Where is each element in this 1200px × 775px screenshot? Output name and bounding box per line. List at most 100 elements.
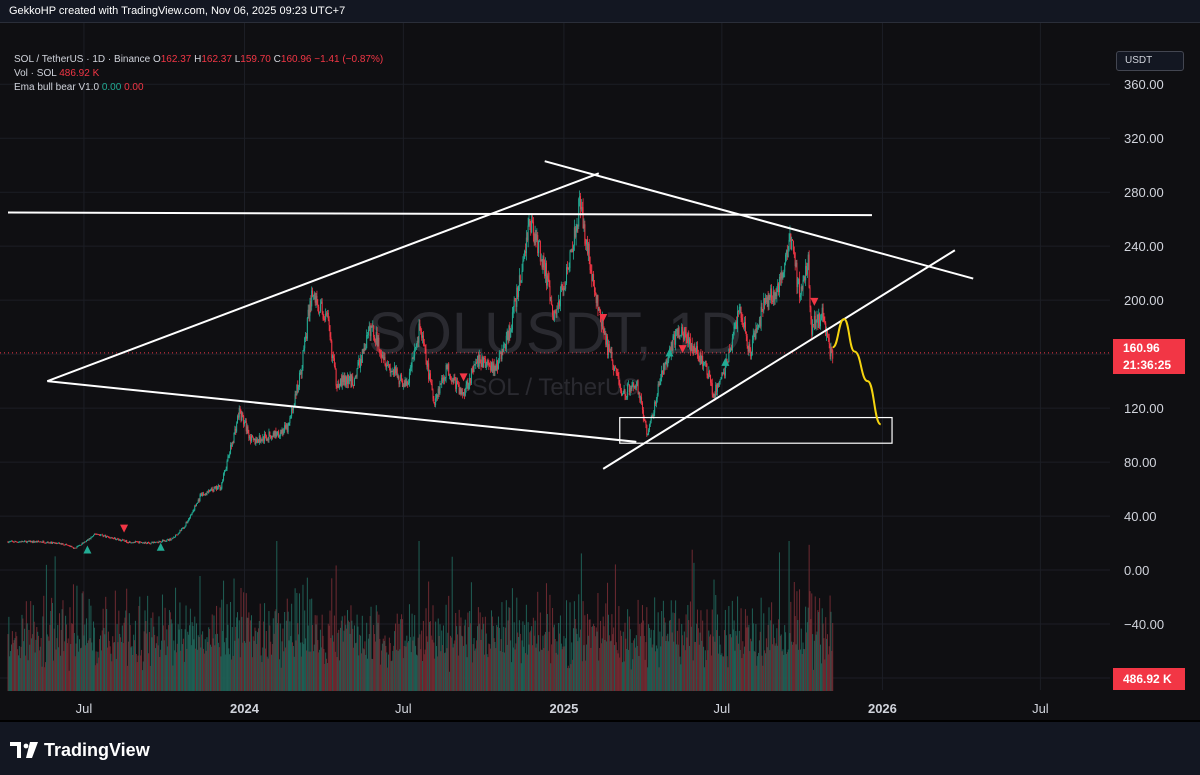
candle-body [473, 364, 475, 373]
candle-body [24, 540, 26, 542]
legend-indicator-value-1: 0.00 [101, 82, 122, 93]
legend-indicator-label[interactable]: Ema bull bear V1.0 [14, 82, 100, 93]
volume-bar [605, 603, 607, 691]
volume-bar [507, 620, 509, 691]
candle-body [169, 538, 171, 541]
candle-body [278, 436, 280, 438]
volume-bar [697, 628, 699, 691]
candle-body [785, 250, 787, 255]
candle-body [307, 309, 309, 318]
time-axis-tick-label: Jul [714, 701, 731, 716]
candle-body [93, 534, 95, 537]
volume-bar [410, 652, 412, 691]
candle-body [826, 330, 828, 336]
legend-close-label: C [273, 54, 281, 65]
volume-bar [269, 625, 271, 691]
candle-body [138, 541, 140, 544]
chart-area[interactable]: SOLUSDT, 1D SOL / TetherUS 360.00 320.00 2… [0, 23, 1200, 720]
candle-body [120, 539, 122, 541]
candle-body [152, 541, 154, 544]
candle-body [612, 360, 614, 365]
candle-body [309, 300, 311, 316]
candle-body [579, 196, 581, 210]
candle-body [90, 537, 92, 539]
candle-body [228, 455, 230, 457]
volume-bar [707, 650, 709, 691]
volume-bar [251, 657, 253, 691]
volume-bar [90, 605, 92, 691]
volume-bar [483, 623, 485, 691]
volume-bar [218, 647, 220, 691]
volume-bar [389, 643, 391, 691]
time-axis[interactable]: Jul 2024 Jul 2025 Jul 2026 Jul [76, 701, 1049, 716]
candle-body [324, 319, 326, 320]
candle-body [310, 300, 312, 307]
volume-bar [222, 630, 224, 691]
volume-bar [823, 638, 825, 691]
volume-bar [607, 614, 609, 691]
candle-body [579, 196, 581, 199]
candle-body [498, 352, 500, 363]
volume-bar [795, 644, 797, 691]
volume-bar [294, 588, 296, 691]
volume-bar [225, 637, 227, 691]
candle-body [802, 279, 804, 290]
candle-body [501, 348, 503, 360]
volume-bar [357, 626, 359, 691]
tradingview-logo[interactable]: TradingView [10, 740, 150, 760]
legend-volume-label[interactable]: Vol · SOL [14, 68, 57, 79]
currency-button[interactable]: USDT [1116, 51, 1184, 71]
candle-body [617, 373, 619, 377]
price-chart[interactable]: SOLUSDT, 1D SOL / TetherUS 360.00320.002… [0, 23, 1200, 720]
candle-body [724, 364, 726, 376]
candle-body [753, 333, 755, 335]
candle-body [374, 337, 376, 342]
candle-body [796, 262, 798, 288]
candle-body [313, 293, 315, 296]
candle-body [545, 263, 547, 286]
candle-body [347, 374, 349, 384]
candle-body [695, 349, 697, 353]
candle-body [319, 303, 321, 312]
candle-body [587, 243, 589, 254]
volume-bar [259, 603, 261, 691]
volume-bar [78, 651, 80, 691]
volume-bar [194, 616, 196, 691]
candle-body [104, 535, 106, 537]
candle-body [794, 252, 796, 267]
candle-body [689, 339, 691, 345]
volume-bar [734, 650, 736, 691]
candle-body [780, 272, 782, 280]
candle-body [73, 547, 75, 549]
volume-bar [806, 632, 808, 691]
candle-body [824, 320, 826, 324]
volume-bar [386, 652, 388, 691]
candle-body [401, 380, 403, 388]
candle-body [471, 368, 473, 370]
volume-bar [209, 629, 211, 691]
candle-body [72, 547, 74, 549]
candle-body [56, 543, 58, 545]
candle-body [476, 362, 478, 364]
candle-body [758, 319, 760, 325]
volume-bar [288, 640, 290, 691]
candle-body [163, 540, 165, 541]
candle-body [145, 542, 147, 544]
volume-bar [66, 643, 68, 691]
candle-body [746, 336, 748, 347]
volume-bar [192, 626, 194, 691]
volume-bar [52, 602, 54, 691]
volume-bar [279, 623, 281, 691]
volume-bar [174, 650, 176, 691]
volume-bar [808, 544, 810, 691]
legend-symbol[interactable]: SOL / TetherUS · 1D · Binance [14, 54, 151, 65]
candle-body [817, 314, 819, 328]
candle-body [27, 540, 29, 542]
volume-bar [73, 633, 75, 691]
volume-bar [602, 616, 604, 691]
volume-bar [429, 621, 431, 691]
volume-bar [401, 614, 403, 691]
volume-bar [244, 641, 246, 691]
candle-body [258, 435, 260, 443]
candle-body [166, 539, 168, 542]
